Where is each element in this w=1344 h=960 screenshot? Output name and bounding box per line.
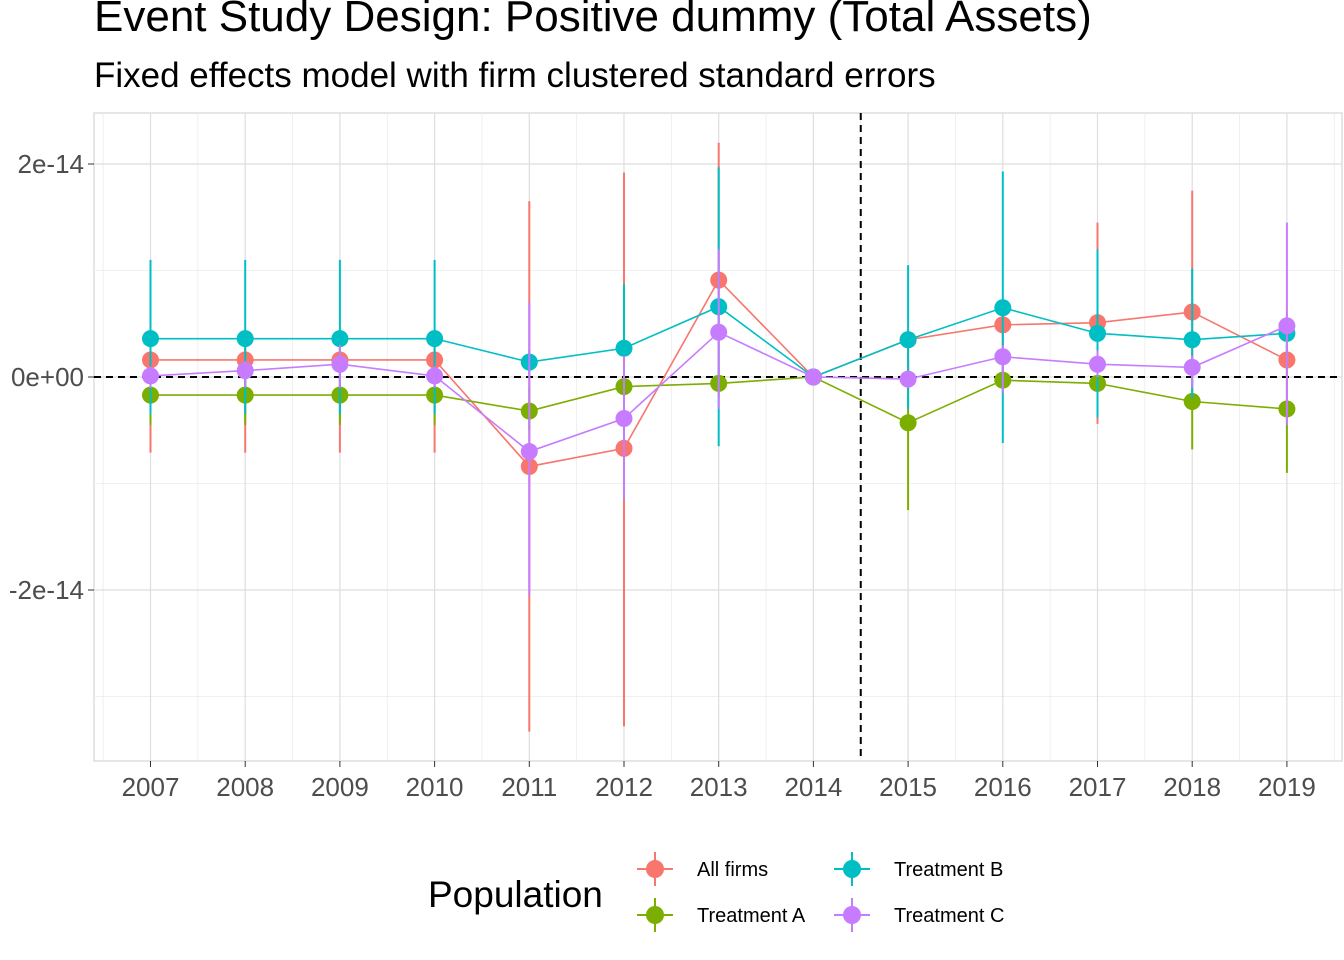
x-tick-label: 2013 <box>690 772 748 802</box>
chart-title: Event Study Design: Positive dummy (Tota… <box>94 0 1092 41</box>
data-point <box>426 330 444 348</box>
legend-item: Treatment C <box>834 898 1004 932</box>
y-axis-ticks: 2e-14 0e+00 -2e-14 <box>9 149 94 605</box>
data-point <box>1183 392 1201 410</box>
data-point <box>331 355 349 373</box>
legend-item: Treatment B <box>834 852 1003 886</box>
data-point <box>142 330 159 348</box>
data-point <box>236 330 254 348</box>
legend-key-point <box>646 860 664 878</box>
x-tick-label: 2012 <box>595 772 653 802</box>
legend-key-point <box>843 906 861 924</box>
data-point <box>899 331 917 349</box>
data-point <box>899 370 917 388</box>
data-point <box>236 362 254 380</box>
data-point <box>804 368 822 386</box>
x-tick-label: 2015 <box>879 772 937 802</box>
legend-label: Treatment A <box>697 905 806 927</box>
data-point <box>615 410 633 428</box>
x-tick-label: 2007 <box>122 772 180 802</box>
data-point <box>1183 331 1201 349</box>
data-point <box>994 299 1012 317</box>
legend-key-point <box>843 860 861 878</box>
legend-label: All firms <box>697 859 768 881</box>
data-point <box>1089 324 1106 342</box>
x-tick-label: 2008 <box>216 772 274 802</box>
data-point <box>331 330 349 348</box>
data-point <box>994 348 1012 366</box>
legend: Population All firms Treatment A Treatment … <box>428 852 1004 932</box>
x-tick-label: 2017 <box>1069 772 1127 802</box>
data-point <box>899 414 917 432</box>
x-tick-label: 2019 <box>1258 772 1316 802</box>
data-point <box>142 367 159 385</box>
legend-key-point <box>646 906 664 924</box>
legend-item: Treatment A <box>637 898 806 932</box>
x-axis-ticks: 2007 2008 2009 2010 2011 2012 2013 2014 2015 2016… <box>122 761 1316 802</box>
data-point <box>1183 358 1201 376</box>
legend-item: All firms <box>637 852 768 886</box>
series-treatment-c <box>142 222 1296 596</box>
legend-label: Treatment C <box>894 905 1004 927</box>
y-tick-label: 0e+00 <box>11 362 84 392</box>
data-point <box>615 339 633 357</box>
chart-subtitle: Fixed effects model with firm clustered … <box>94 56 936 95</box>
grid-minor <box>94 113 1342 761</box>
data-point <box>426 367 444 385</box>
legend-title: Population <box>428 874 603 915</box>
legend-label: Treatment B <box>894 859 1003 881</box>
x-tick-label: 2011 <box>501 772 557 802</box>
y-tick-label: -2e-14 <box>9 575 84 605</box>
data-point <box>520 443 538 461</box>
x-tick-label: 2014 <box>784 772 842 802</box>
data-point <box>1278 317 1296 335</box>
series-layer <box>142 142 1296 732</box>
x-tick-label: 2010 <box>406 772 464 802</box>
data-point <box>710 323 728 341</box>
data-point <box>1089 355 1106 373</box>
y-tick-label: 2e-14 <box>18 149 85 179</box>
x-tick-label: 2009 <box>311 772 369 802</box>
x-tick-label: 2018 <box>1163 772 1221 802</box>
x-tick-label: 2016 <box>974 772 1032 802</box>
